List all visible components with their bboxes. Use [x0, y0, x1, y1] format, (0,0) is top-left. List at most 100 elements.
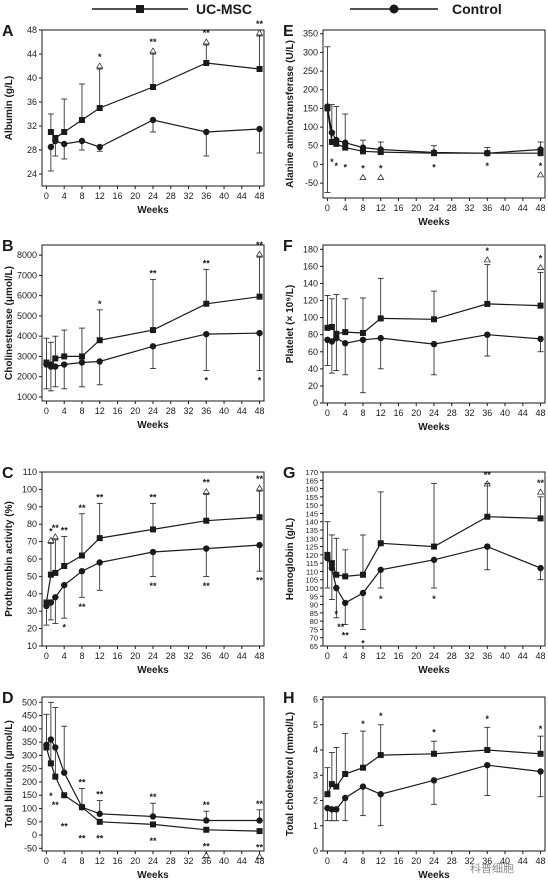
panel-f: F0 4 8 12 16 20 24 28 32 36 40 44 480204060801001201… — [283, 238, 546, 433]
y-tick-label: 90 — [27, 502, 37, 512]
data-point-control — [256, 817, 263, 824]
plot-frame-d — [41, 696, 265, 852]
x-tick-label: 36 — [482, 651, 492, 661]
data-point-control — [328, 129, 336, 136]
y-tick-label: -50 — [24, 843, 37, 853]
x-tick-label: 24 — [429, 856, 439, 866]
x-tick-label: 16 — [112, 651, 122, 661]
x-tick-label: 48 — [536, 856, 546, 866]
significance-mark: * — [330, 157, 334, 167]
x-tick-label: 0 — [44, 406, 49, 416]
y-tick-label: 70 — [27, 537, 37, 547]
data-point-control — [78, 359, 86, 366]
significance-mark: ** — [203, 258, 211, 268]
panel-letter-h: H — [283, 690, 295, 707]
significance-mark: ** — [149, 492, 157, 502]
data-point-control — [149, 116, 157, 124]
x-tick-label: 12 — [95, 651, 105, 661]
x-tick-label: 44 — [237, 856, 247, 866]
significance-mark: * — [432, 162, 436, 172]
data-point-ucmsc — [359, 571, 366, 578]
x-tick-label: 4 — [343, 651, 348, 661]
significance-triangle — [483, 480, 491, 487]
significance-mark: ** — [537, 478, 545, 488]
data-point-control — [60, 581, 68, 589]
x-tick-label: 24 — [148, 191, 158, 201]
x-tick-label: 0 — [325, 408, 330, 418]
y-axis-title-f: Platelet (× 10⁹/L) — [285, 285, 296, 363]
x-tick-label: 40 — [500, 408, 510, 418]
data-point-control — [484, 761, 491, 769]
x-tick-label: 48 — [536, 203, 546, 213]
y-axis-title-e: Alanine aminotransferase (U/L) — [285, 40, 296, 188]
data-point-ucmsc — [377, 752, 384, 759]
y-tick-label: 30 — [27, 606, 37, 616]
significance-mark: ** — [149, 37, 157, 47]
legend-control-label: Control — [452, 1, 502, 17]
significance-mark: ** — [61, 821, 69, 831]
data-point-ucmsc — [61, 353, 68, 360]
x-tick-label: 16 — [393, 651, 403, 661]
y-tick-label: 110 — [306, 567, 318, 576]
data-point-ucmsc — [96, 337, 103, 344]
x-tick-label: 16 — [393, 856, 403, 866]
x-tick-label: 4 — [343, 408, 348, 418]
y-tick-label: 250 — [22, 764, 37, 774]
significance-mark: ** — [342, 630, 350, 640]
x-tick-label: 48 — [536, 408, 546, 418]
significance-mark: ** — [256, 576, 264, 586]
x-tick-label: 0 — [325, 856, 330, 866]
x-tick-label: 28 — [447, 408, 457, 418]
x-tick-label: 28 — [447, 651, 457, 661]
data-point-ucmsc — [256, 66, 263, 72]
data-point-control — [328, 806, 336, 813]
y-tick-label: 44 — [27, 49, 37, 59]
data-point-control — [359, 783, 367, 790]
significance-mark: * — [343, 162, 347, 172]
data-point-control — [256, 329, 263, 337]
data-point-ucmsc — [78, 552, 85, 559]
y-tick-label: 80 — [308, 330, 318, 340]
significance-mark: ** — [203, 478, 211, 488]
y-tick-label: 115 — [306, 559, 318, 568]
data-point-control — [47, 143, 55, 151]
x-axis-title-e: Weeks — [418, 217, 450, 228]
y-tick-label: 5 — [313, 720, 318, 730]
panel-h: H0 4 8 12 16 20 24 28 32 36 40 44 480123456WeeksTota… — [283, 690, 546, 881]
y-tick-label: 0 — [32, 830, 37, 840]
data-point-control — [43, 602, 50, 610]
data-point-ucmsc — [61, 792, 68, 799]
y-tick-label: 24 — [27, 169, 37, 179]
x-tick-label: 0 — [44, 191, 49, 201]
data-point-control — [52, 594, 59, 601]
y-tick-label: 65 — [310, 642, 318, 651]
significance-triangle — [47, 536, 55, 543]
x-tick-label: 12 — [376, 856, 386, 866]
x-tick-label: 48 — [255, 406, 265, 416]
data-point-control — [256, 125, 263, 133]
data-point-control — [96, 358, 103, 365]
data-point-ucmsc — [52, 355, 59, 362]
data-point-ucmsc — [256, 828, 263, 835]
significance-mark: * — [486, 161, 490, 171]
significance-mark: * — [361, 164, 365, 174]
data-point-control — [47, 599, 55, 606]
y-tick-label: 140 — [305, 518, 318, 527]
x-tick-label: 4 — [343, 203, 348, 213]
data-point-control — [377, 790, 384, 798]
y-axis-title-d: Total bilirubin (μmol/L) — [4, 720, 15, 828]
data-point-control — [377, 566, 384, 573]
data-point-ucmsc — [328, 560, 335, 567]
x-tick-label: 16 — [112, 856, 122, 866]
x-tick-label: 8 — [360, 408, 365, 418]
panel-letter-b: B — [2, 238, 14, 255]
y-tick-label: 150 — [22, 790, 37, 800]
x-tick-label: 20 — [130, 191, 140, 201]
x-tick-label: 32 — [184, 191, 194, 201]
y-tick-label: 3 — [313, 770, 318, 780]
data-point-ucmsc — [431, 316, 437, 323]
significance-mark: * — [205, 376, 209, 386]
y-tick-label: -50 — [305, 178, 318, 188]
y-tick-label: 40 — [27, 589, 37, 599]
